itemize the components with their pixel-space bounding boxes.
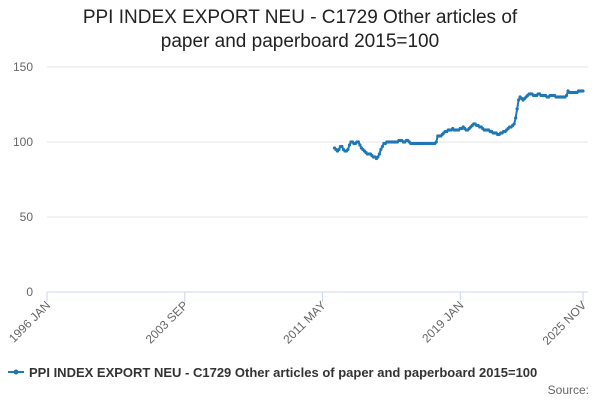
- series-line: [333, 89, 583, 160]
- y-tick-label: 0: [26, 285, 33, 299]
- data-point: [380, 144, 384, 149]
- source: Source:: [548, 383, 589, 397]
- data-point: [517, 98, 521, 102]
- x-tick-label: 1996 JAN: [6, 298, 53, 345]
- data-point: [581, 89, 585, 93]
- y-tick-label: 150: [13, 60, 33, 74]
- legend-label: PPI INDEX EXPORT NEU - C1729 Other artic…: [29, 365, 537, 380]
- data-point: [337, 147, 341, 152]
- y-tick-label: 100: [13, 135, 33, 149]
- data-point: [379, 147, 383, 152]
- data-point: [376, 155, 380, 159]
- data-point: [340, 144, 344, 149]
- data-point: [356, 140, 361, 144]
- data-point: [347, 143, 352, 147]
- x-tick-label: 2025 NOV: [540, 298, 590, 348]
- data-point: [434, 140, 438, 144]
- data-point: [358, 143, 362, 147]
- data-point: [514, 116, 518, 120]
- x-tick-label: 2019 JAN: [419, 298, 466, 345]
- chart-title: PPI INDEX EXPORT NEU - C1729 Other artic…: [82, 7, 518, 52]
- data-point: [377, 152, 381, 156]
- y-tick-label: 50: [20, 210, 34, 224]
- data-point: [564, 93, 569, 98]
- legend-item: PPI INDEX EXPORT NEU - C1729 Other artic…: [8, 365, 537, 380]
- legend-marker: [13, 369, 19, 375]
- data-point: [515, 107, 519, 111]
- data-point: [346, 147, 350, 152]
- x-tick-label: 2003 SEP: [143, 298, 191, 346]
- x-tick-label: 2011 MAY: [280, 298, 328, 346]
- data-point: [512, 122, 516, 126]
